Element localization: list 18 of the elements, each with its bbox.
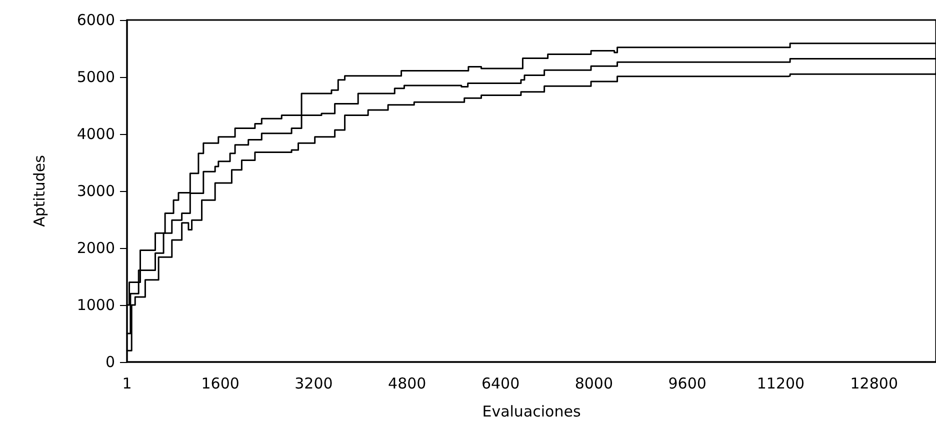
y-tick-label: 5000	[76, 68, 115, 86]
x-tick-label: 6400	[481, 374, 520, 392]
y-axis-title: Aptitudes	[30, 154, 48, 227]
y-tick-label: 2000	[76, 239, 115, 257]
y-tick-label: 6000	[76, 11, 115, 29]
y-tick-label: 1000	[76, 296, 115, 314]
x-tick-label: 3200	[294, 374, 333, 392]
x-tick-label: 11200	[756, 374, 805, 392]
y-tick-label: 4000	[76, 125, 115, 143]
x-tick-label: 8000	[574, 374, 614, 392]
y-tick-label: 3000	[76, 182, 115, 200]
x-tick-label: 4800	[388, 374, 426, 392]
x-tick-label: 12800	[850, 374, 898, 392]
x-tick-label: 1600	[201, 374, 240, 392]
y-tick-label: 0	[105, 353, 115, 371]
x-tick-label: 1	[122, 374, 132, 392]
x-tick-label: 9600	[668, 374, 706, 392]
x-axis-title: Evaluaciones	[482, 402, 581, 420]
